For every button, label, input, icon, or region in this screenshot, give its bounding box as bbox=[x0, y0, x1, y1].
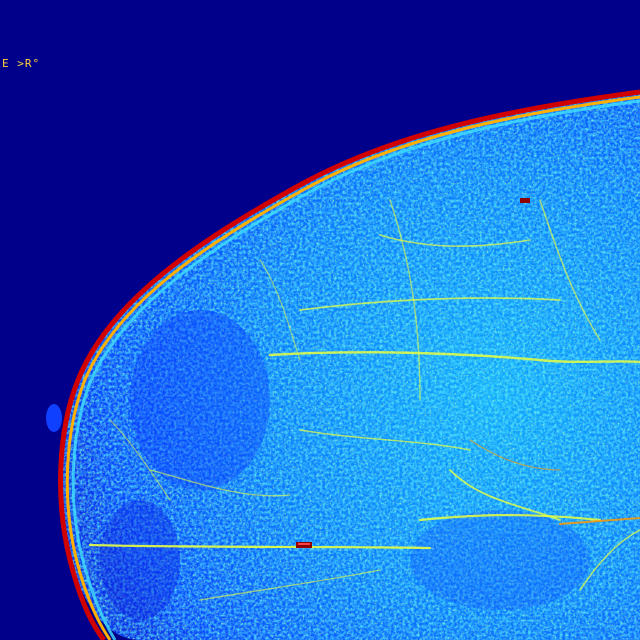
corner-label: E >R° bbox=[2, 57, 41, 70]
marker-upper bbox=[520, 198, 530, 203]
nipple-region bbox=[46, 404, 62, 432]
fiber-strands bbox=[88, 199, 640, 601]
